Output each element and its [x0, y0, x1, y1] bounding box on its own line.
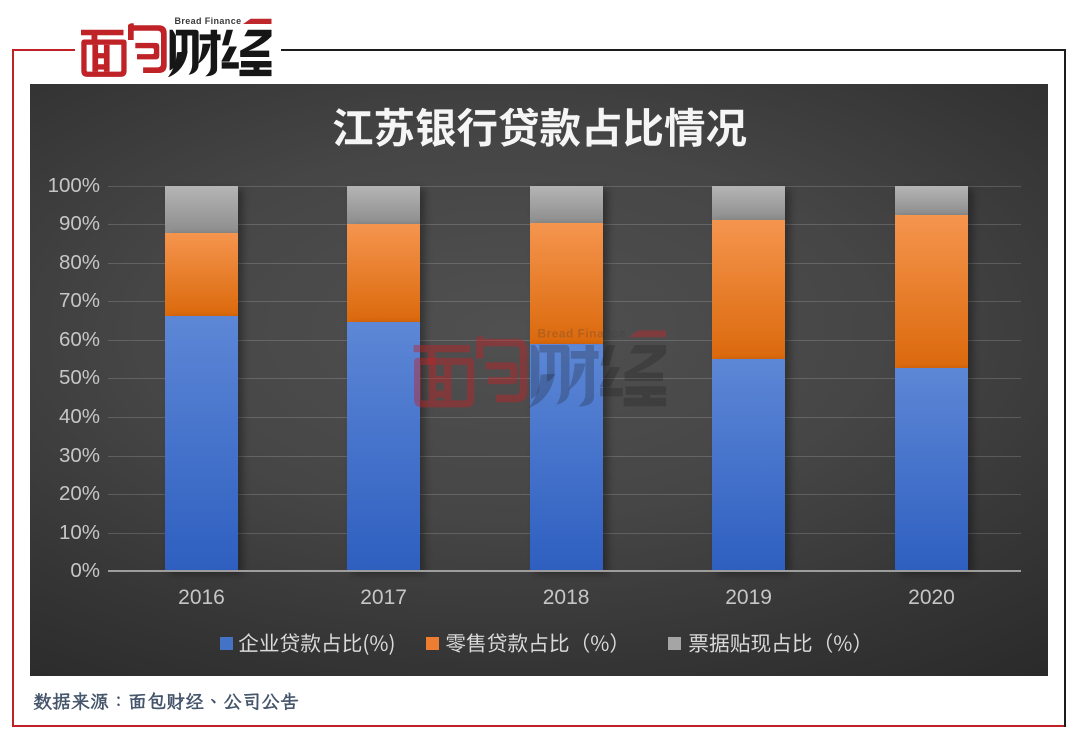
svg-text:Bread Finance: Bread Finance — [538, 328, 627, 341]
svg-text:Bread Finance: Bread Finance — [175, 17, 242, 26]
